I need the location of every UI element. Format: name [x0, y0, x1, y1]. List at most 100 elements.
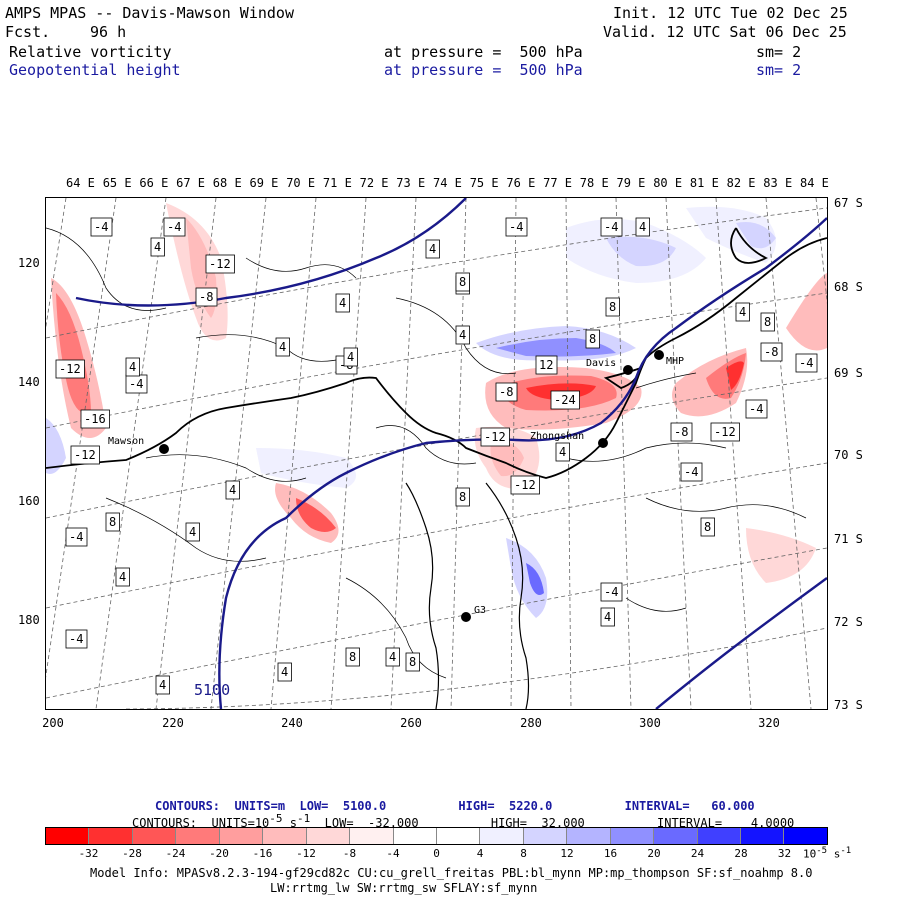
- field1-name: Relative vorticity: [9, 43, 172, 61]
- field1-smoothing: sm= 2: [756, 43, 802, 61]
- colorbar-label: 32: [777, 847, 792, 860]
- svg-text:4: 4: [459, 328, 466, 342]
- svg-text:-12: -12: [209, 257, 231, 271]
- svg-text:4: 4: [339, 296, 346, 310]
- colorbar-label: -32: [78, 847, 99, 860]
- svg-text:8: 8: [589, 332, 596, 346]
- svg-text:4: 4: [129, 360, 136, 374]
- svg-text:-12: -12: [74, 448, 96, 462]
- svg-text:4: 4: [604, 610, 611, 624]
- y-tick-label: 140: [18, 375, 40, 389]
- contour-label: -8: [195, 287, 218, 307]
- colorbar-swatch: [263, 828, 307, 844]
- longitude-label: 80 E: [653, 176, 683, 190]
- latitude-label: 72 S: [834, 615, 863, 629]
- longitude-label: 83 E: [763, 176, 793, 190]
- station-dot-mhp: [654, 350, 664, 360]
- colorbar-unit: 10-5 s-1: [803, 846, 852, 861]
- svg-text:-4: -4: [509, 220, 523, 234]
- height-contours-legend: CONTOURS: UNITS=m LOW= 5100.0 HIGH= 5220…: [155, 799, 755, 813]
- svg-text:4: 4: [739, 305, 746, 319]
- longitude-label: 67 E: [176, 176, 205, 190]
- contour-label: -4: [125, 374, 148, 394]
- x-tick-label: 240: [281, 716, 303, 730]
- colorbar-swatch: [784, 828, 827, 844]
- contour-label: 4: [735, 302, 750, 322]
- svg-text:4: 4: [347, 350, 354, 364]
- contour-label: 4: [600, 607, 615, 627]
- colorbar-swatch: [46, 828, 90, 844]
- station-name-davis: Davis: [586, 358, 616, 369]
- contour-label: 8: [105, 512, 120, 532]
- svg-text:-12: -12: [59, 362, 81, 376]
- colorbar-label: 12: [560, 847, 574, 860]
- colorbar-swatch: [741, 828, 785, 844]
- colorbar-label: -12: [296, 847, 316, 860]
- svg-text:-8: -8: [764, 345, 778, 359]
- svg-text:-4: -4: [684, 465, 698, 479]
- svg-text:4: 4: [189, 525, 196, 539]
- svg-text:-4: -4: [129, 377, 143, 391]
- colorbar-label: -20: [209, 847, 229, 860]
- contour-label: -4: [680, 462, 703, 482]
- colorbar-swatch: [654, 828, 698, 844]
- svg-text:8: 8: [459, 275, 466, 289]
- svg-text:-4: -4: [167, 220, 181, 234]
- longitude-label: 66 E: [139, 176, 169, 190]
- svg-text:4: 4: [119, 570, 126, 584]
- contour-label: 4: [225, 480, 240, 500]
- svg-text:-4: -4: [69, 530, 83, 544]
- colorbar-label: 4: [476, 847, 484, 860]
- svg-text:8: 8: [409, 655, 416, 669]
- longitude-label: 74 E: [433, 176, 462, 190]
- contour-label: -8: [670, 422, 693, 442]
- svg-text:4: 4: [429, 242, 436, 256]
- field2-smoothing: sm= 2: [756, 61, 802, 79]
- contour-label: -4: [505, 217, 528, 237]
- contour-label: -4: [600, 582, 623, 602]
- longitude-label: 79 E: [616, 176, 646, 190]
- svg-text:-4: -4: [604, 585, 618, 599]
- contour-label: 8: [405, 652, 420, 672]
- station-name-mawson: Mawson: [108, 436, 144, 447]
- contour-label: -12: [205, 254, 235, 274]
- svg-text:-8: -8: [199, 290, 213, 304]
- map-canvas: 5100 Mawson Davis Zhongshan MHP G3 -4 -4 -…: [46, 198, 827, 709]
- contour-label: 8: [605, 297, 620, 317]
- svg-text:-12: -12: [714, 425, 736, 439]
- contour-label: 8: [455, 272, 470, 292]
- contour-label: -12: [710, 422, 740, 442]
- station-dot-mawson: [159, 444, 169, 454]
- svg-text:8: 8: [704, 520, 711, 534]
- svg-text:4: 4: [154, 240, 161, 254]
- app-title: AMPS MPAS -- Davis-Mawson Window: [5, 4, 294, 22]
- contour-label: 4: [455, 325, 470, 345]
- svg-text:-4: -4: [94, 220, 108, 234]
- station-markers: [159, 350, 664, 622]
- x-tick-label: 280: [520, 716, 542, 730]
- longitude-label: 65 E: [102, 176, 132, 190]
- svg-text:8: 8: [349, 650, 356, 664]
- vorticity-shading: [46, 203, 827, 618]
- colorbar-label: 8: [520, 847, 527, 860]
- colorbar-swatch: [176, 828, 220, 844]
- station-names: Mawson Davis Zhongshan MHP G3: [108, 356, 684, 616]
- forecast-label: Fcst.: [5, 23, 51, 41]
- x-tick-label: 200: [42, 716, 64, 730]
- contour-label: 4: [275, 337, 290, 357]
- latitude-label: 71 S: [834, 532, 863, 546]
- contour-label: 4: [555, 442, 570, 462]
- longitude-label: 75 E: [469, 176, 499, 190]
- longitude-label: 64 E: [66, 176, 95, 190]
- latitude-label: 68 S: [834, 280, 863, 294]
- init-time: Init. 12 UTC Tue 02 Dec 25: [613, 4, 848, 22]
- height-contour-label: 5100: [194, 681, 230, 699]
- map-plot[interactable]: 5100 Mawson Davis Zhongshan MHP G3 -4 -4 -…: [45, 197, 828, 710]
- colorbar-label: -28: [122, 847, 142, 860]
- latitude-label: 69 S: [834, 366, 863, 380]
- svg-text:-8: -8: [674, 425, 688, 439]
- colorbar-swatch: [436, 828, 481, 844]
- contour-label: 4: [277, 662, 292, 682]
- longitude-label: 82 E: [726, 176, 756, 190]
- station-dot-g3: [461, 612, 471, 622]
